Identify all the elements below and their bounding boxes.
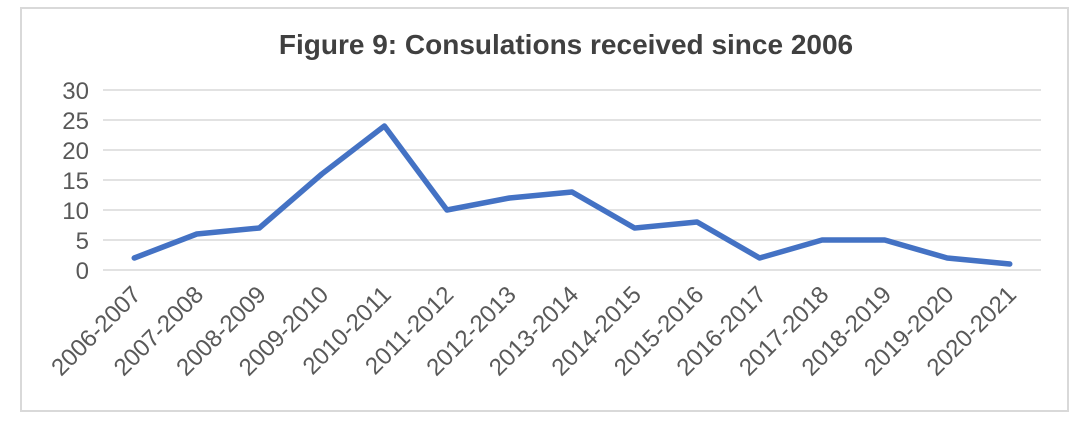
y-tick-label: 0 [76,258,89,285]
x-axis-labels: 2006-20072007-20082008-20092009-20102010… [46,281,1022,381]
chart-title: Figure 9: Consulations received since 20… [279,29,853,60]
y-tick-label: 5 [76,228,89,255]
y-tick-label: 30 [62,78,89,105]
y-tick-label: 25 [62,108,89,135]
y-tick-label: 10 [62,198,89,225]
series-line [131,123,1013,267]
y-tick-label: 15 [62,168,89,195]
y-axis-labels: 0 5 10 15 20 25 30 [62,78,89,285]
chart-border [20,7,1069,412]
y-tick-label: 20 [62,138,89,165]
